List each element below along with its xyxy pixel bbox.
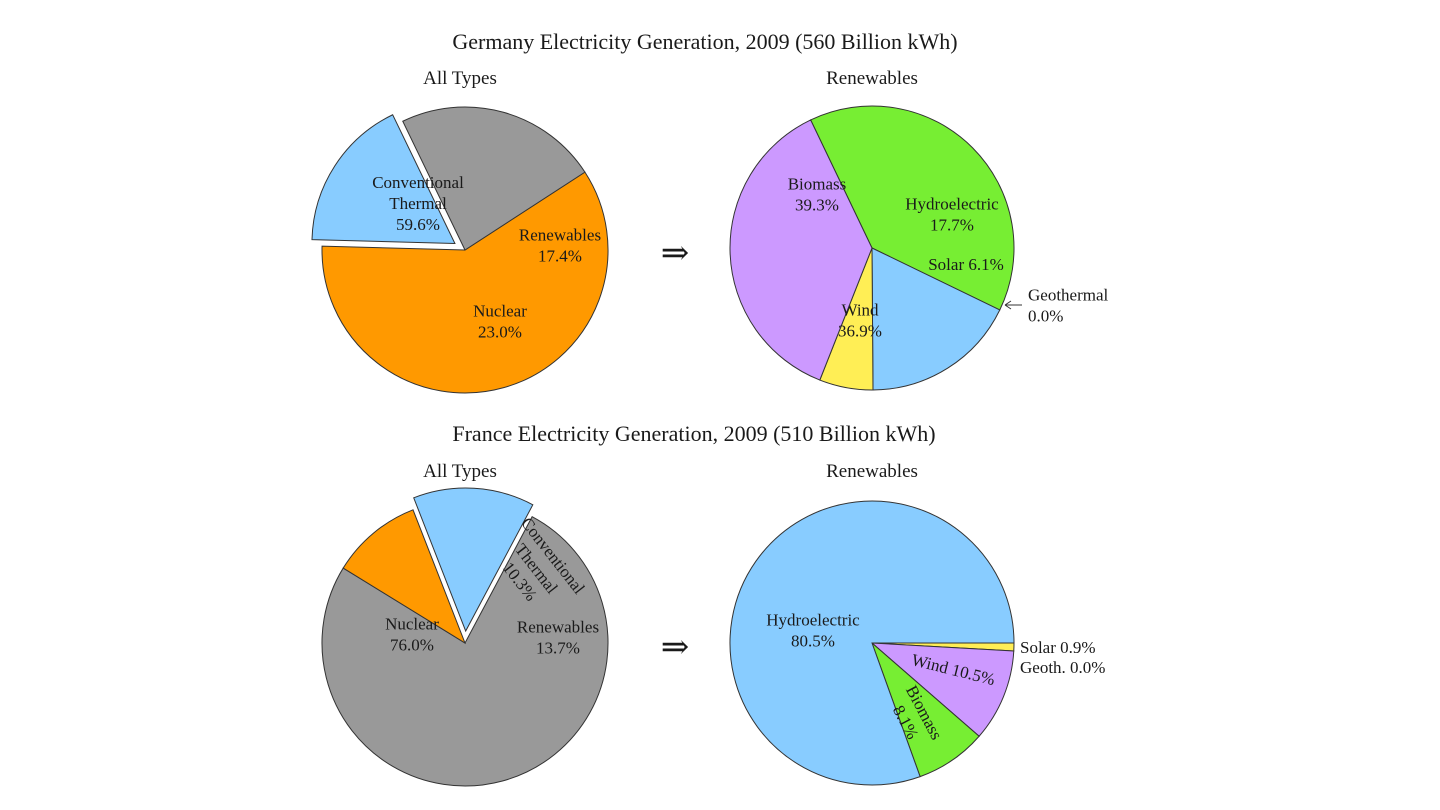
label-renewables: Renewables 17.4% (519, 226, 601, 266)
label-geothermal: Geothermal 0.0% (1028, 286, 1109, 326)
slice-biomass (809, 105, 1015, 311)
germany-renewables-title: Renewables (826, 68, 918, 89)
label-hydroelectric: Hydroelectric 80.5% (766, 611, 860, 651)
label-hydroelectric: Hydroelectric 17.7% (905, 195, 999, 235)
pie-chart-3: Nuclear 76.0%ConventionalThermal10.3%Rene… (321, 487, 609, 787)
label-line: Renewables (519, 226, 601, 245)
label-biomass: Biomass 39.3% (788, 175, 847, 215)
slice-nuclear (321, 516, 609, 787)
pie-chart-2: Biomass 39.3% Hydroelectric 17.7% Solar 6.1%… (729, 105, 1109, 391)
pie-chart-4: Hydroelectric 80.5% Solar 0.9%Geoth. 0.0%W… (729, 500, 1105, 786)
label-line: Thermal (389, 194, 447, 213)
slice-hydroelectric (729, 500, 1015, 786)
pie-chart-1: Conventional Thermal 59.6% Renewables 17.4% N… (311, 106, 609, 394)
label-geothermal: Geoth. 0.0% (1020, 658, 1105, 677)
slice-conventional-thermal (342, 509, 467, 645)
label-line: 80.5% (791, 632, 835, 651)
label-line: Geoth. 0.0% (1020, 658, 1105, 677)
france-renewables-title: Renewables (826, 461, 918, 482)
label-line: Solar 6.1% (928, 255, 1004, 274)
label-line: Hydroelectric (766, 611, 860, 630)
label-line: Solar 0.9% (1020, 638, 1096, 657)
pie-charts: Conventional Thermal 59.6% Renewables 17.4% N… (311, 105, 1109, 787)
geothermal-arrowhead (1004, 300, 1012, 310)
france-arrow-symbol: ⇒ (661, 629, 690, 666)
label-line: Nuclear (385, 615, 439, 634)
label-line: Biomass (788, 175, 847, 194)
label-solar: Solar 0.9% (1020, 638, 1096, 657)
label-conventional-thermal: Conventional Thermal 59.6% (372, 173, 464, 234)
slice-wind (729, 119, 873, 381)
slice-nuclear (402, 106, 586, 251)
label-line: 23.0% (478, 323, 522, 342)
label-wind: Wind 36.9% (838, 301, 882, 341)
label-line: 59.6% (396, 215, 440, 234)
label-line: 13.7% (536, 639, 580, 658)
germany-group-title: Germany Electricity Generation, 2009 (56… (452, 29, 957, 54)
label-line: 17.7% (930, 216, 974, 235)
slice-renewables (413, 487, 534, 633)
slice-hydroelectric (871, 247, 1001, 391)
label-line: 76.0% (390, 636, 434, 655)
label-line: 39.3% (795, 196, 839, 215)
label-solar: Solar 6.1% (928, 255, 1004, 274)
label-line: Hydroelectric (905, 195, 999, 214)
label-line: Conventional (372, 173, 464, 192)
label-nuclear: Nuclear 76.0% (385, 615, 439, 655)
label-line: 36.9% (838, 322, 882, 341)
label-renewables: Renewables 13.7% (517, 618, 599, 658)
germany-all-types-title: All Types (423, 68, 497, 89)
label-line: 0.0% (1028, 307, 1063, 326)
france-all-types-title: All Types (423, 461, 497, 482)
slice-wind (870, 642, 1015, 737)
label-line: Renewables (517, 618, 599, 637)
label-nuclear: Nuclear 23.0% (473, 302, 527, 342)
label-line: Geothermal (1028, 286, 1109, 305)
slice-renewables (311, 114, 456, 245)
label-line: Wind (841, 301, 879, 320)
label-line: 17.4% (538, 247, 582, 266)
france-group-title: France Electricity Generation, 2009 (510… (452, 421, 935, 446)
slice-conventional-thermal (321, 171, 609, 394)
label-line: Nuclear (473, 302, 527, 321)
germany-arrow-symbol: ⇒ (661, 235, 690, 272)
